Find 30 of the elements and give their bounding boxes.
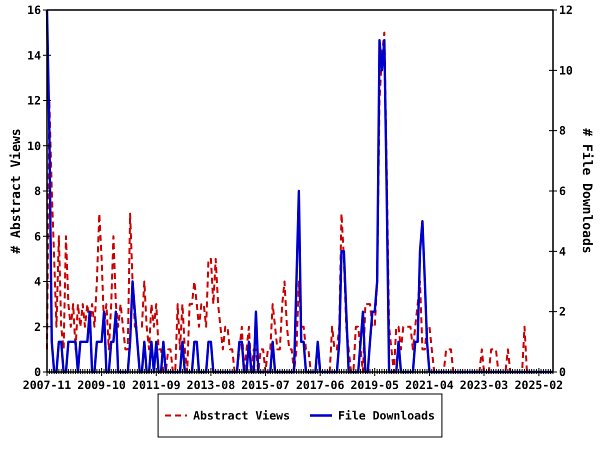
y2-tick-label: 4 bbox=[559, 244, 566, 258]
y2-tick-label: 2 bbox=[559, 304, 566, 319]
x-tick-label: 2007-11 bbox=[22, 378, 72, 392]
legend-label: Abstract Views bbox=[193, 408, 290, 422]
y2-axis-title: # File Downloads bbox=[579, 128, 594, 254]
y-tick-label: 0 bbox=[34, 365, 42, 379]
y-tick-label: 16 bbox=[27, 3, 42, 17]
x-tick-label: 2019-05 bbox=[350, 378, 400, 392]
y-axis-title: # Abstract Views bbox=[9, 128, 24, 254]
y-tick-label: 14 bbox=[27, 48, 42, 62]
y-tick-label: 6 bbox=[34, 229, 42, 244]
x-tick-label: 2017-06 bbox=[296, 378, 344, 392]
x-tick-label: 2009-10 bbox=[77, 378, 126, 392]
y2-tick-label: 6 bbox=[559, 184, 566, 198]
x-tick-label: 2011-09 bbox=[132, 378, 181, 392]
y-tick-label: 2 bbox=[34, 320, 41, 334]
y2-tick-label: 0 bbox=[559, 365, 566, 379]
y2-tick-label: 10 bbox=[559, 63, 573, 78]
x-tick-label: 2025-02 bbox=[514, 378, 564, 392]
y-tick-label: 8 bbox=[34, 184, 42, 198]
x-tick-label: 2021-04 bbox=[405, 378, 454, 392]
y2-tick-label: 8 bbox=[559, 124, 566, 138]
legend-label: File Downloads bbox=[338, 408, 435, 422]
x-tick-label: 2013-08 bbox=[186, 378, 236, 392]
x-tick-label: 2015-07 bbox=[241, 378, 290, 392]
y-tick-label: 10 bbox=[27, 138, 42, 153]
x-tick-label: 2023-03 bbox=[460, 378, 508, 392]
y-tick-label: 12 bbox=[27, 94, 41, 108]
y-tick-label: 4 bbox=[34, 274, 42, 288]
y2-tick-label: 12 bbox=[559, 3, 573, 17]
